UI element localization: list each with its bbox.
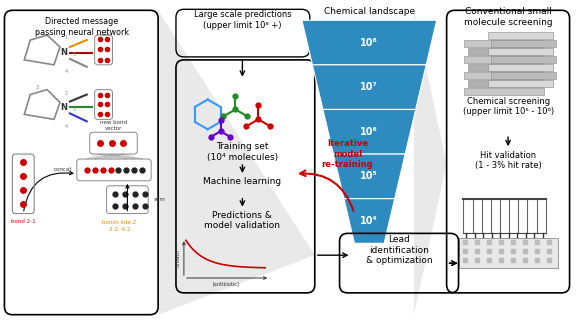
FancyBboxPatch shape	[468, 64, 544, 71]
Text: Growth: Growth	[176, 249, 181, 267]
FancyBboxPatch shape	[464, 56, 544, 63]
Text: new bond
vector: new bond vector	[100, 121, 127, 131]
Text: Lead
identification
& optimization: Lead identification & optimization	[366, 235, 433, 265]
Text: Chemical landscape: Chemical landscape	[324, 7, 415, 16]
Text: 2: 2	[65, 91, 67, 96]
Text: Large scale predictions
(upper limit 10⁸ +): Large scale predictions (upper limit 10⁸…	[194, 10, 291, 30]
Text: bond 2-1: bond 2-1	[11, 218, 36, 224]
Text: Iterative
model
re-training: Iterative model re-training	[321, 139, 373, 169]
FancyBboxPatch shape	[458, 238, 558, 268]
Text: concat: concat	[54, 168, 72, 172]
FancyBboxPatch shape	[488, 80, 553, 87]
Polygon shape	[344, 199, 395, 243]
Polygon shape	[158, 10, 314, 315]
FancyBboxPatch shape	[491, 72, 556, 79]
FancyBboxPatch shape	[468, 80, 544, 87]
Text: bonds into 2
3-2, 4-2: bonds into 2 3-2, 4-2	[103, 221, 137, 231]
Text: 10⁶: 10⁶	[361, 127, 378, 137]
Text: 10⁴: 10⁴	[361, 216, 378, 226]
FancyArrowPatch shape	[24, 171, 73, 211]
Text: 5: 5	[73, 107, 76, 112]
Text: Directed message
passing neural network: Directed message passing neural network	[35, 17, 129, 37]
Text: Hit validation
(1 - 3% hit rate): Hit validation (1 - 3% hit rate)	[475, 151, 541, 170]
Polygon shape	[414, 10, 446, 315]
FancyBboxPatch shape	[491, 56, 556, 63]
Text: N: N	[60, 103, 67, 112]
Text: 10⁵: 10⁵	[361, 171, 378, 181]
FancyBboxPatch shape	[488, 64, 553, 71]
FancyBboxPatch shape	[464, 88, 544, 95]
Text: 10⁸: 10⁸	[361, 38, 378, 48]
FancyBboxPatch shape	[488, 48, 553, 55]
Polygon shape	[312, 65, 426, 110]
Text: Machine learning: Machine learning	[203, 177, 282, 186]
Text: Predictions &
model validation: Predictions & model validation	[204, 211, 281, 230]
Polygon shape	[302, 20, 437, 65]
Text: Chemical screening
(upper limit 10⁵ - 10⁶): Chemical screening (upper limit 10⁵ - 10…	[463, 97, 554, 116]
FancyBboxPatch shape	[464, 40, 544, 47]
Text: 3: 3	[36, 30, 39, 35]
FancyArrowPatch shape	[300, 170, 354, 211]
FancyBboxPatch shape	[491, 40, 556, 47]
Text: 10⁷: 10⁷	[361, 82, 378, 92]
Text: sum: sum	[153, 197, 165, 202]
Polygon shape	[323, 110, 416, 154]
Text: [antibiotic]: [antibiotic]	[212, 281, 239, 286]
Text: 1: 1	[65, 35, 67, 40]
FancyBboxPatch shape	[488, 32, 553, 39]
FancyBboxPatch shape	[468, 48, 544, 55]
Text: 4: 4	[65, 69, 67, 74]
Text: 4: 4	[65, 124, 67, 129]
Text: 5: 5	[73, 52, 76, 57]
Polygon shape	[334, 154, 405, 199]
FancyBboxPatch shape	[464, 72, 544, 79]
Text: 3: 3	[36, 85, 39, 90]
Text: Training set
(10⁴ molecules): Training set (10⁴ molecules)	[207, 142, 278, 162]
Text: N: N	[60, 49, 67, 57]
Text: Conventional small
molecule screening: Conventional small molecule screening	[464, 7, 552, 27]
